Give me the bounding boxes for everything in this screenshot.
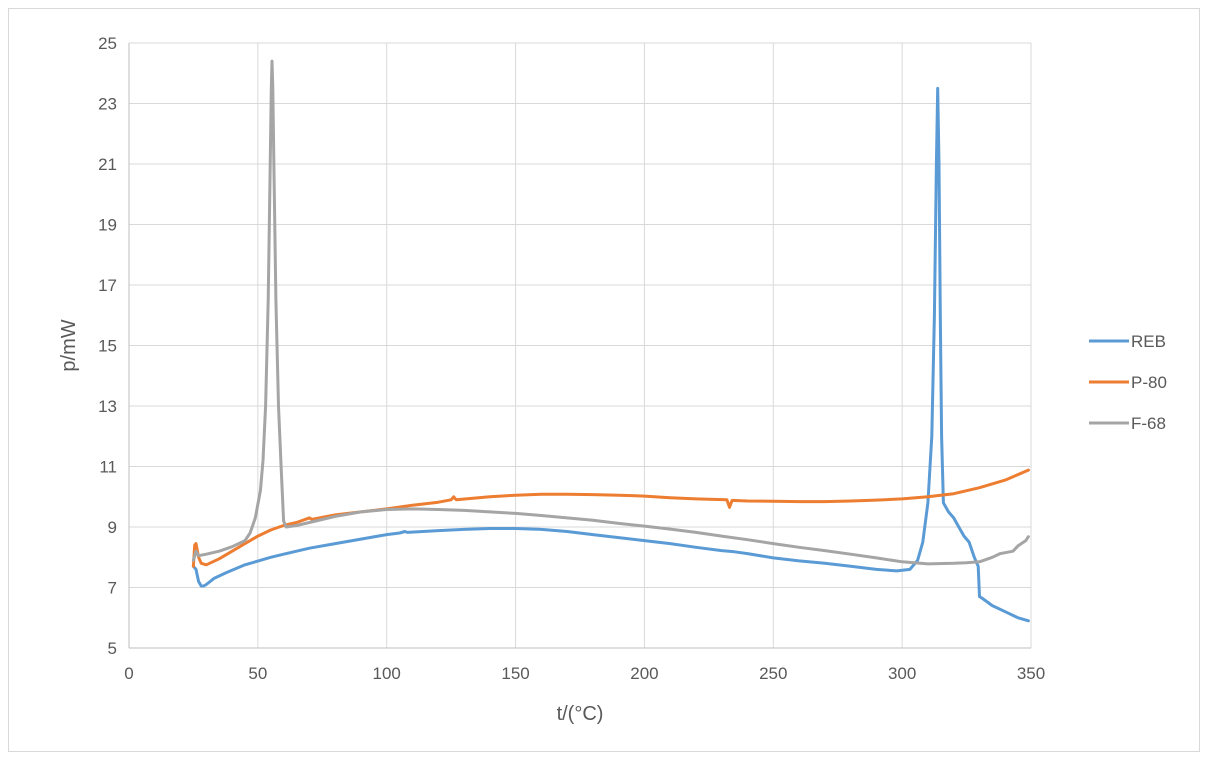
y-tick-label: 23 [98, 95, 117, 114]
x-tick-label: 250 [759, 664, 787, 683]
legend-label-p-80: P-80 [1131, 373, 1167, 392]
y-tick-label: 9 [108, 518, 117, 537]
y-tick-label: 7 [108, 579, 117, 598]
y-tick-label: 19 [98, 216, 117, 235]
x-tick-label: 350 [1017, 664, 1045, 683]
y-tick-label: 15 [98, 337, 117, 356]
grid [129, 42, 1032, 648]
legend-label-f-68: F-68 [1131, 414, 1166, 433]
x-axis-title: t/(°C) [557, 703, 604, 725]
chart-frame: 5 7 9 11 13 15 17 19 21 23 25 0 50 100 150 200 250 300 350… [8, 8, 1200, 752]
y-tick-label: 13 [98, 397, 117, 416]
x-tick-label: 100 [373, 664, 401, 683]
x-tick-label: 50 [248, 664, 267, 683]
legend-label-reb: REB [1131, 332, 1166, 351]
series-group [191, 59, 1030, 623]
y-tick-label: 5 [108, 639, 117, 658]
x-tick-label: 0 [124, 664, 133, 683]
series-line-reb [191, 86, 1030, 623]
legend: REB P-80 F-68 [1089, 332, 1167, 433]
x-tick-label: 300 [888, 664, 916, 683]
series-line-p-80 [191, 468, 1030, 568]
y-tick-label: 11 [99, 458, 117, 477]
y-tick-label: 21 [98, 155, 117, 174]
x-tick-label: 200 [630, 664, 658, 683]
series-line-f-68 [191, 59, 1030, 566]
y-tick-label: 17 [98, 276, 117, 295]
y-axis-title: p/mW [58, 319, 80, 371]
y-tick-label: 25 [98, 34, 117, 53]
x-tick-label: 150 [501, 664, 529, 683]
